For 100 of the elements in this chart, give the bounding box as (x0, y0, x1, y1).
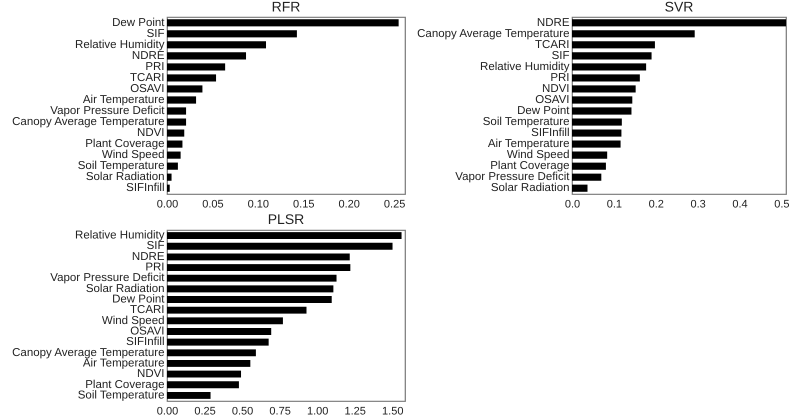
y-tick-label: Canopy Average Temperature (417, 28, 570, 40)
y-tick-label: Soil Temperature (78, 160, 164, 172)
bar (167, 19, 399, 26)
x-tick-label: 1.25 (344, 406, 366, 417)
bar (167, 370, 242, 378)
x-tick-label: 0.5 (774, 198, 790, 210)
y-tick-label: OSAVI (130, 82, 164, 95)
y-tick-label: Air Temperature (488, 138, 570, 150)
x-tick-label: 0.50 (232, 406, 254, 417)
bar (167, 52, 246, 60)
bar (167, 174, 172, 181)
y-tick-label: NDRE (132, 50, 165, 62)
y-tick-label: OSAVI (130, 325, 164, 338)
bar (167, 328, 272, 335)
bar (572, 184, 588, 192)
y-tick-label: Air Temperature (82, 94, 164, 106)
x-tick-label: 1.00 (306, 406, 328, 417)
y-tick-label: TCARI (130, 72, 164, 84)
bar (167, 360, 250, 367)
y-tick-label: PRI (145, 60, 164, 73)
x-tick-label: 0.0 (564, 198, 580, 210)
x-tick-label: 0.25 (194, 406, 216, 417)
bar (572, 107, 632, 115)
y-tick-label: TCARI (130, 304, 164, 316)
bar (167, 30, 297, 38)
bar (167, 118, 186, 126)
bar (167, 381, 239, 388)
bar (167, 253, 350, 260)
bar (167, 96, 196, 104)
y-tick-label: SIFInfill (126, 182, 164, 194)
bar (167, 74, 216, 82)
y-tick-label: NDVI (542, 82, 570, 95)
bar (167, 285, 334, 292)
y-tick-label: Relative Humidity (75, 38, 165, 51)
bar (572, 96, 632, 104)
bar (167, 242, 393, 250)
y-tick-label: NDVI (137, 368, 164, 380)
bar (572, 41, 655, 48)
y-tick-label: NDRE (536, 16, 570, 29)
y-tick-label: Air Temperature (82, 357, 164, 370)
bar (167, 107, 186, 115)
bar (572, 118, 622, 126)
y-tick-label: Plant Coverage (85, 138, 164, 150)
bar (167, 41, 266, 48)
bar (167, 306, 306, 314)
y-tick-label: OSAVI (535, 94, 570, 106)
y-tick-label: SIFInfill (126, 336, 164, 348)
bar (167, 129, 184, 137)
x-tick-label: 0.4 (732, 198, 748, 210)
bar (167, 338, 269, 346)
y-tick-label: Wind Speed (506, 149, 570, 162)
x-tick-label: 0.15 (293, 198, 314, 210)
bar (572, 162, 606, 170)
x-tick-label: 0.00 (156, 406, 178, 417)
bar (572, 52, 652, 60)
bar (167, 140, 182, 148)
y-tick-label: NDRE (132, 250, 165, 263)
x-tick-label: 0.05 (202, 198, 224, 210)
x-tick-label: 0.3 (690, 198, 706, 210)
y-tick-label: Relative Humidity (480, 60, 570, 73)
y-tick-label: Dew Point (517, 105, 570, 118)
bar (167, 184, 170, 192)
y-tick-label: Plant Coverage (490, 160, 570, 172)
chart-title: RFR (272, 0, 300, 14)
y-tick-label: Solar Radiation (86, 171, 164, 184)
y-tick-label: SIF (146, 28, 164, 40)
y-tick-label: SIF (146, 240, 164, 252)
y-tick-label: Dew Point (112, 294, 166, 306)
bar (167, 296, 332, 303)
y-tick-label: Vapor Pressure Deficit (455, 171, 570, 184)
y-tick-label: Relative Humidity (75, 230, 165, 242)
y-tick-label: SIF (552, 50, 570, 62)
y-tick-label: Wind Speed (102, 314, 164, 327)
x-tick-label: 0.10 (248, 198, 270, 210)
bar (167, 152, 181, 159)
y-tick-label: PRI (145, 262, 164, 274)
bar (572, 129, 622, 137)
y-tick-label: Plant Coverage (85, 378, 164, 391)
y-tick-label: PRI (550, 72, 570, 84)
x-tick-label: 1.50 (382, 406, 404, 417)
bar (572, 140, 621, 148)
y-tick-label: Wind Speed (102, 149, 164, 162)
bar (167, 264, 350, 272)
x-tick-label: 0.2 (648, 198, 664, 210)
x-tick-label: 0.75 (269, 406, 291, 417)
bar (572, 174, 602, 181)
bar (572, 30, 695, 38)
y-tick-label: Canopy Average Temperature (12, 346, 164, 359)
bar (572, 63, 646, 70)
bar (167, 392, 211, 399)
x-tick-label: 0.1 (606, 198, 622, 210)
x-tick-label: 0.25 (384, 198, 406, 210)
bar (167, 317, 283, 324)
y-tick-label: TCARI (535, 38, 570, 51)
chart-title: PLSR (268, 211, 304, 228)
y-tick-label: NDVI (137, 127, 164, 140)
y-tick-label: Dew Point (112, 16, 166, 29)
y-tick-label: SIFInfill (531, 127, 570, 140)
bar (572, 74, 640, 82)
x-tick-label: 0.20 (338, 198, 360, 210)
